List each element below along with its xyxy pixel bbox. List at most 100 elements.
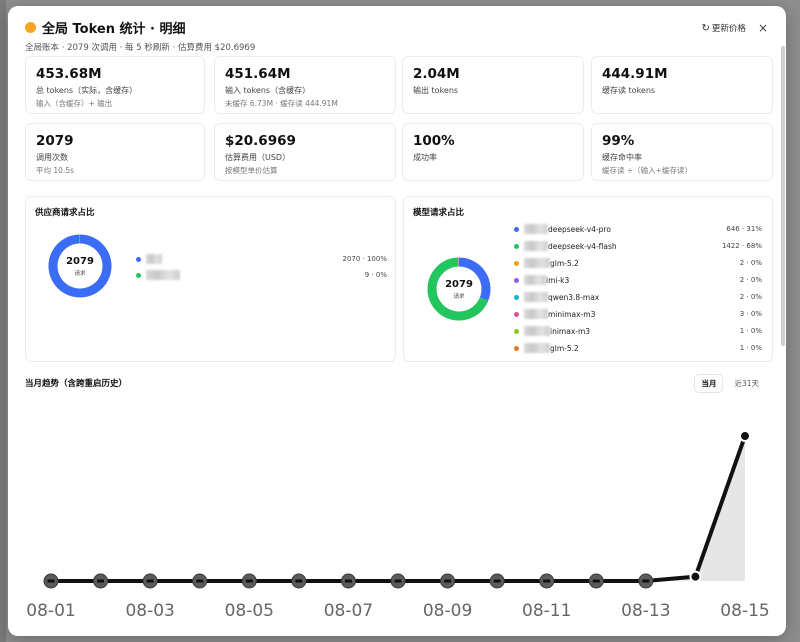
legend-dot-icon [136, 272, 141, 278]
stat-value: $20.6969 [225, 133, 296, 149]
model-legend-value: 1 · 0% [739, 344, 762, 352]
trend-point-08-09 [440, 573, 456, 589]
stat-value: 99% [602, 133, 635, 149]
range-tabs: 当月 近31天 [695, 375, 765, 392]
model-donut-slice-1 [427, 257, 489, 321]
model-legend-item[interactable]: glm-5.2 [514, 257, 579, 269]
stat-card-output-tokens: 2.04M 输出 tokens [402, 56, 584, 114]
tab-last-31-days[interactable]: 近31天 [728, 375, 765, 392]
stat-value: 451.64M [225, 66, 291, 82]
stat-label: 缓存读 tokens [602, 86, 656, 95]
donut-total: 2079 [66, 255, 94, 267]
stat-card-cache-read-tokens: 444.91M 缓存读 tokens [591, 56, 773, 114]
model-legend-item[interactable]: glm-5.2 [514, 342, 579, 354]
model-name: glm-5.2 [550, 343, 579, 353]
model-name: deepseek-v4-flash [548, 241, 617, 251]
model-legend-value: 2 · 0% [739, 293, 762, 301]
provider-donut-slice-0 [48, 234, 112, 298]
legend-dot-icon [514, 345, 519, 351]
modal-subtitle: 全局账本 · 2079 次调用 · 每 5 秒刷新 · 估算费用 $20.696… [25, 43, 256, 53]
model-legend-item[interactable]: qwen3.8-max [514, 291, 599, 303]
legend-dot-icon [136, 256, 141, 262]
model-share-panel: 模型请求占比 2079 请求 deepseek-v4-pro 646 · 31%… [403, 196, 773, 362]
scroll-thumb[interactable] [781, 46, 785, 346]
redacted-prefix [524, 292, 548, 302]
redacted-prefix [524, 275, 546, 285]
stat-card-total-tokens: 453.68M 总 tokens（实际，含缓存） 输入（含缓存）+ 输出 [25, 56, 205, 114]
x-tick-label-08-01: 08-01 [26, 601, 75, 621]
model-name: imi-k3 [546, 275, 570, 285]
model-legend-value: 2 · 0% [739, 259, 762, 267]
redacted-prefix [524, 224, 548, 234]
trend-point-08-05 [241, 573, 257, 589]
stat-value: 444.91M [602, 66, 668, 82]
model-name: deepseek-v4-pro [548, 224, 611, 234]
x-tick-label-08-11: 08-11 [522, 601, 571, 621]
provider-legend-value: 9 · 0% [364, 271, 387, 279]
stat-card-success-rate: 100% 成功率 [402, 123, 584, 181]
stat-value: 2.04M [413, 66, 460, 82]
legend-dot-icon [514, 226, 519, 232]
x-tick-label-08-03: 08-03 [125, 601, 174, 621]
stat-sub: 未缓存 6.73M · 缓存读 444.91M [225, 99, 338, 108]
provider-legend-value: 2070 · 100% [342, 255, 387, 263]
provider-share-panel: 供应商请求占比 2079 请求 2070 · 100% 9 · 0% [25, 196, 396, 362]
trend-point-08-03 [142, 573, 158, 589]
model-legend-item[interactable]: deepseek-v4-flash [514, 240, 617, 252]
provider-legend-item[interactable] [136, 269, 180, 281]
modal-scrollbar[interactable] [780, 46, 786, 366]
stat-label: 调用次数 [36, 153, 68, 162]
trend-point-08-14 [689, 570, 702, 583]
refresh-icon: ↻ [701, 22, 710, 34]
redacted-provider-name [146, 254, 162, 264]
model-legend-item[interactable]: minimax-m3 [514, 308, 595, 320]
stat-sub: 缓存读 ÷（输入+缓存读） [602, 166, 692, 175]
x-tick-label-08-07: 08-07 [324, 601, 373, 621]
redacted-prefix [524, 343, 550, 353]
trend-point-08-02 [93, 573, 109, 589]
stat-label: 总 tokens（实际，含缓存） [36, 86, 138, 95]
trend-point-08-08 [390, 573, 406, 589]
model-legend-item[interactable]: inimax-m3 [514, 325, 590, 337]
stat-label: 输出 tokens [413, 86, 459, 95]
x-tick-label-08-15: 08-15 [720, 601, 769, 621]
update-price-button[interactable]: ↻ 更新价格 [701, 22, 746, 35]
tab-current-month[interactable]: 当月 [695, 375, 723, 392]
trend-point-08-11 [539, 573, 555, 589]
x-tick-label-08-05: 08-05 [225, 601, 274, 621]
modal-title: 全局 Token 统计 · 明细 [42, 22, 186, 37]
stat-label: 成功率 [413, 153, 437, 162]
trend-point-08-04 [192, 573, 208, 589]
trend-line-chart: 08-01 08-03 08-05 08-07 08-09 08-11 08-13 08-15 [26, 430, 770, 621]
trend-point-08-13 [638, 573, 654, 589]
model-donut-svg [427, 257, 491, 321]
trend-title: 当月趋势（含跨重启历史） [25, 379, 128, 389]
legend-dot-icon [514, 243, 519, 249]
model-legend-value: 646 · 31% [726, 225, 762, 233]
legend-dot-icon [514, 328, 519, 334]
trend-area-fill [51, 436, 745, 581]
redacted-prefix [524, 258, 550, 268]
provider-panel-title: 供应商请求占比 [35, 208, 95, 218]
status-dot-icon [25, 22, 36, 33]
stat-label: 缓存命中率 [602, 153, 642, 162]
model-legend-value: 3 · 0% [739, 310, 762, 318]
close-button[interactable]: × [758, 21, 768, 35]
update-price-label: 更新价格 [711, 24, 746, 34]
trend-point-08-15 [739, 430, 751, 442]
model-name: qwen3.8-max [548, 292, 600, 302]
model-legend-item[interactable]: imi-k3 [514, 274, 569, 286]
redacted-prefix [524, 241, 548, 251]
provider-legend-item[interactable] [136, 253, 162, 265]
x-tick-label-08-09: 08-09 [423, 601, 472, 621]
model-donut-slice-0 [458, 257, 491, 301]
model-panel-title: 模型请求占比 [413, 208, 465, 218]
trend-point-08-06 [291, 573, 307, 589]
stat-sub: 按模型单价估算 [225, 166, 278, 175]
model-legend-item[interactable]: deepseek-v4-pro [514, 223, 611, 235]
trend-line [51, 435, 747, 583]
legend-dot-icon [514, 260, 519, 266]
model-legend-value: 1422 · 68% [721, 242, 762, 250]
legend-dot-icon [514, 277, 519, 283]
close-icon: × [757, 21, 768, 35]
